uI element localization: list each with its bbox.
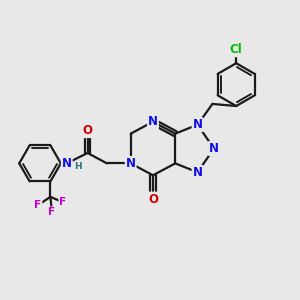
Text: N: N: [126, 157, 136, 170]
Text: F: F: [59, 197, 67, 207]
Text: N: N: [193, 118, 202, 131]
Text: F: F: [48, 207, 56, 217]
Text: O: O: [148, 193, 158, 206]
Text: O: O: [82, 124, 93, 137]
Text: N: N: [193, 166, 202, 179]
Text: H: H: [74, 162, 82, 171]
Text: Cl: Cl: [230, 43, 243, 56]
Text: N: N: [148, 115, 158, 128]
Text: N: N: [62, 157, 72, 170]
Text: F: F: [34, 200, 41, 210]
Text: N: N: [209, 142, 219, 155]
